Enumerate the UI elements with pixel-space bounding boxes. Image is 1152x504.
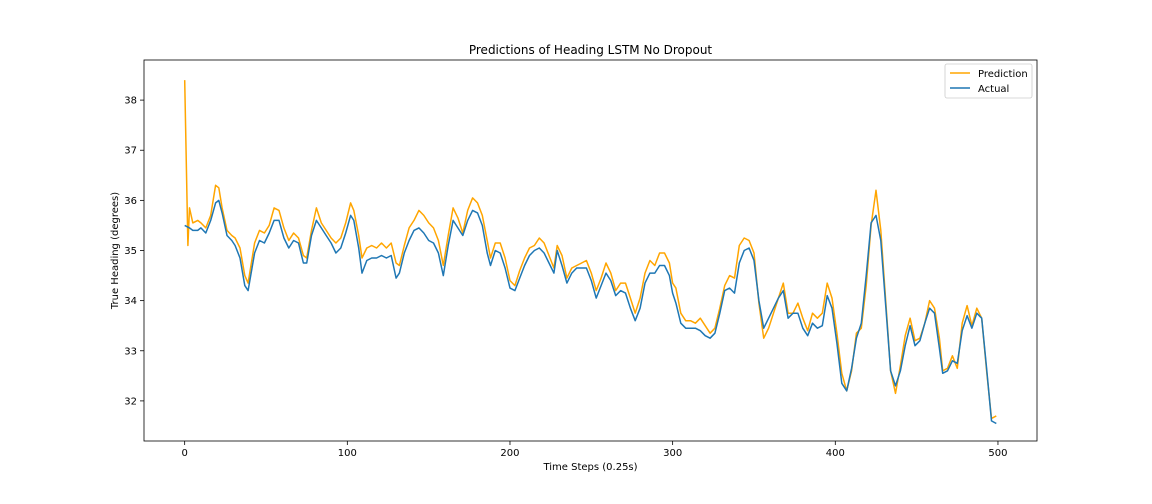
y-axis: 32 33 34 35 36 37 38 [124,96,144,407]
legend-label-prediction: Prediction [978,69,1028,80]
axes-frame [143,59,1038,442]
x-tick-label: 400 [826,448,845,459]
x-axis: 0 100 200 300 400 500 [181,441,1008,459]
y-tick-label: 33 [124,346,137,357]
x-tick-label: 500 [988,448,1007,459]
y-axis-label: True Heading (degrees) [110,192,121,310]
y-tick-label: 36 [124,196,137,207]
y-tick-label: 34 [124,296,137,307]
y-tick-label: 37 [124,146,137,157]
x-tick-label: 300 [663,448,682,459]
x-tick-label: 100 [338,448,357,459]
chart-title: Predictions of Heading LSTM No Dropout [469,43,713,57]
y-tick-label: 38 [124,96,137,107]
x-tick-label: 0 [181,448,187,459]
series-line-actual [184,199,997,425]
legend: Prediction Actual [944,63,1033,99]
y-tick-label: 35 [124,246,137,257]
y-tick-label: 32 [124,396,137,407]
x-axis-label: Time Steps (0.25s) [542,462,637,473]
legend-label-actual: Actual [978,84,1009,95]
plot-area [183,80,997,425]
x-tick-label: 200 [500,448,519,459]
